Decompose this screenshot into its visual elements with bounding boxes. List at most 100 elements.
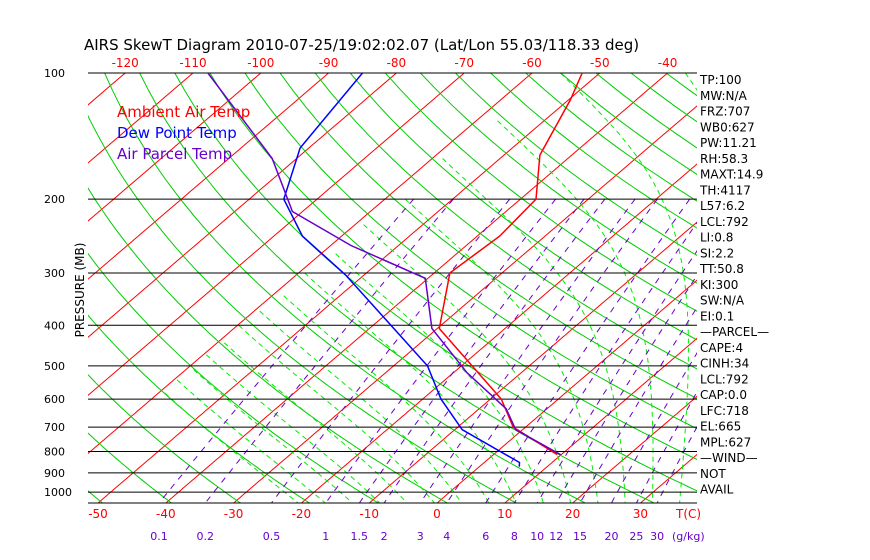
bottom-temp-tick-label: -30: [224, 507, 244, 521]
mixing-ratio-tick-label: 2: [381, 530, 388, 543]
mixing-ratio-line: [610, 351, 697, 503]
dry-adiabat-line: [88, 374, 242, 503]
dry-adiabat-line: [525, 73, 697, 202]
mixing-ratio-line: [270, 198, 511, 503]
sounding-index: —WIND—: [700, 451, 758, 465]
dry-adiabat-line: [455, 73, 697, 257]
dry-adiabat-line: [88, 114, 518, 503]
mixing-ratio-line: [325, 198, 556, 503]
dry-adiabat-line: [88, 490, 104, 503]
mixing-ratio-line: [358, 198, 585, 503]
mixing-ratio-line: [485, 198, 691, 503]
moist-adiabat-line: [559, 73, 689, 503]
top-temp-tick-label: -80: [387, 56, 407, 70]
mixing-ratio-tick-label: 6: [482, 530, 489, 543]
dry-adiabat-line: [244, 73, 697, 430]
dry-adiabat-line: [88, 252, 380, 503]
bottom-temp-tick-label: 30: [633, 507, 648, 521]
pressure-tick-label: 800: [44, 445, 65, 458]
isotherm-line: [88, 73, 533, 455]
sounding-index: CAPE:4: [700, 341, 743, 355]
y-axis-label: PRESSURE (MB): [73, 243, 87, 338]
dry-adiabat-line: [88, 187, 449, 503]
sounding-index: CINH:34: [700, 357, 749, 371]
mixing-ratio-tick-label: 0.2: [197, 530, 215, 543]
sounding-index: L57:6.2: [700, 199, 745, 213]
mixing-ratio-tick-label: 15: [573, 530, 587, 543]
dry-adiabat-line: [0, 73, 35, 504]
pressure-tick-label: 900: [44, 467, 65, 480]
legend-dewpoint: Dew Point Temp: [117, 124, 237, 142]
sounding-index: KI:300: [700, 278, 738, 292]
mixing-ratio-tick-label: 25: [629, 530, 643, 543]
sounding-index: MAXT:14.9: [700, 168, 763, 182]
dry-adiabat-line: [349, 73, 697, 341]
mixing-ratio-tick-label: 0.5: [263, 530, 281, 543]
isotherm-line: [639, 453, 697, 503]
pressure-tick-label: 100: [44, 67, 65, 80]
pressure-tick-label: 700: [44, 421, 65, 434]
chart-title: AIRS SkewT Diagram 2010-07-25/19:02:02.0…: [84, 36, 639, 54]
dry-adiabat-line: [771, 73, 870, 504]
top-temp-tick-label: -120: [112, 56, 139, 70]
profile-air-parcel-temp: [207, 73, 561, 456]
bottom-temp-tick-label: 20: [565, 507, 580, 521]
mixing-ratio-line: [513, 221, 697, 503]
moist-adiabat-line: [259, 310, 463, 503]
legend-parcel: Air Parcel Temp: [117, 145, 232, 163]
isotherm-line: [436, 279, 697, 503]
dry-adiabat-line: [665, 73, 697, 97]
mixing-ratio-tick-label: 8: [511, 530, 518, 543]
isotherm-line: [88, 73, 465, 396]
sounding-index: LI:0.8: [700, 231, 733, 245]
mixing-ratio-tick-label: 1: [322, 530, 329, 543]
moist-adiabat-line: [205, 354, 381, 503]
mixing-ratio-line: [419, 198, 636, 503]
moist-adiabat-line: [223, 342, 408, 503]
sounding-index: SI:2.2: [700, 246, 734, 260]
sounding-index: FRZ:707: [700, 105, 750, 119]
bottom-temp-tick-label: 10: [497, 507, 512, 521]
sounding-index: PW:11.21: [700, 136, 757, 150]
profile-dew-point-temp: [282, 73, 521, 467]
dry-adiabat-line: [279, 73, 697, 400]
mixing-ratio-tick-label: 1.5: [351, 530, 369, 543]
dry-adiabat-line: [314, 73, 697, 370]
mixing-ratio-line: [635, 391, 697, 503]
sounding-index: MW:N/A: [700, 89, 748, 103]
top-temp-tick-label: -40: [658, 56, 678, 70]
sounding-index: TH:4117: [699, 183, 751, 197]
pressure-tick-label: 300: [44, 267, 65, 280]
sounding-index: NOT: [700, 467, 726, 481]
mixing-ratio-line: [579, 306, 697, 503]
top-temp-tick-label: -110: [179, 56, 206, 70]
moist-adiabat-line: [283, 295, 490, 503]
bottom-temp-tick-label: 0: [433, 507, 441, 521]
isotherm-line: [232, 105, 697, 503]
mixing-ratio-tick-label: 20: [605, 530, 619, 543]
isotherm-line: [88, 73, 397, 338]
mixing-ratio-tick-label: 30: [650, 530, 664, 543]
mixing-ratio-unit: (g/kg): [672, 530, 705, 543]
top-temp-tick-label: -100: [247, 56, 274, 70]
sounding-index: EL:665: [700, 420, 741, 434]
top-temp-tick-label: -50: [590, 56, 610, 70]
dry-adiabat-line: [139, 73, 656, 503]
sounding-index: —PARCEL—: [700, 325, 769, 339]
moist-adiabat-line: [164, 392, 299, 503]
pressure-tick-label: 200: [44, 193, 65, 206]
top-temp-tick-label: -70: [454, 56, 474, 70]
pressure-tick-label: 600: [44, 393, 65, 406]
mixing-ratio-tick-label: 0.1: [150, 530, 168, 543]
x-axis-label: T(C): [675, 507, 701, 521]
mixing-ratio-line: [446, 198, 658, 503]
top-temp-tick-label: -60: [522, 56, 542, 70]
dry-adiabat-line: [420, 73, 697, 284]
isotherm-line: [88, 73, 126, 106]
moist-adiabat-line: [497, 120, 654, 503]
mixing-ratio-line: [204, 198, 454, 503]
dry-adiabat-line: [88, 432, 173, 503]
sounding-index: LCL:792: [700, 372, 749, 386]
mixing-ratio-line: [383, 198, 606, 503]
isotherm-line: [368, 221, 697, 503]
